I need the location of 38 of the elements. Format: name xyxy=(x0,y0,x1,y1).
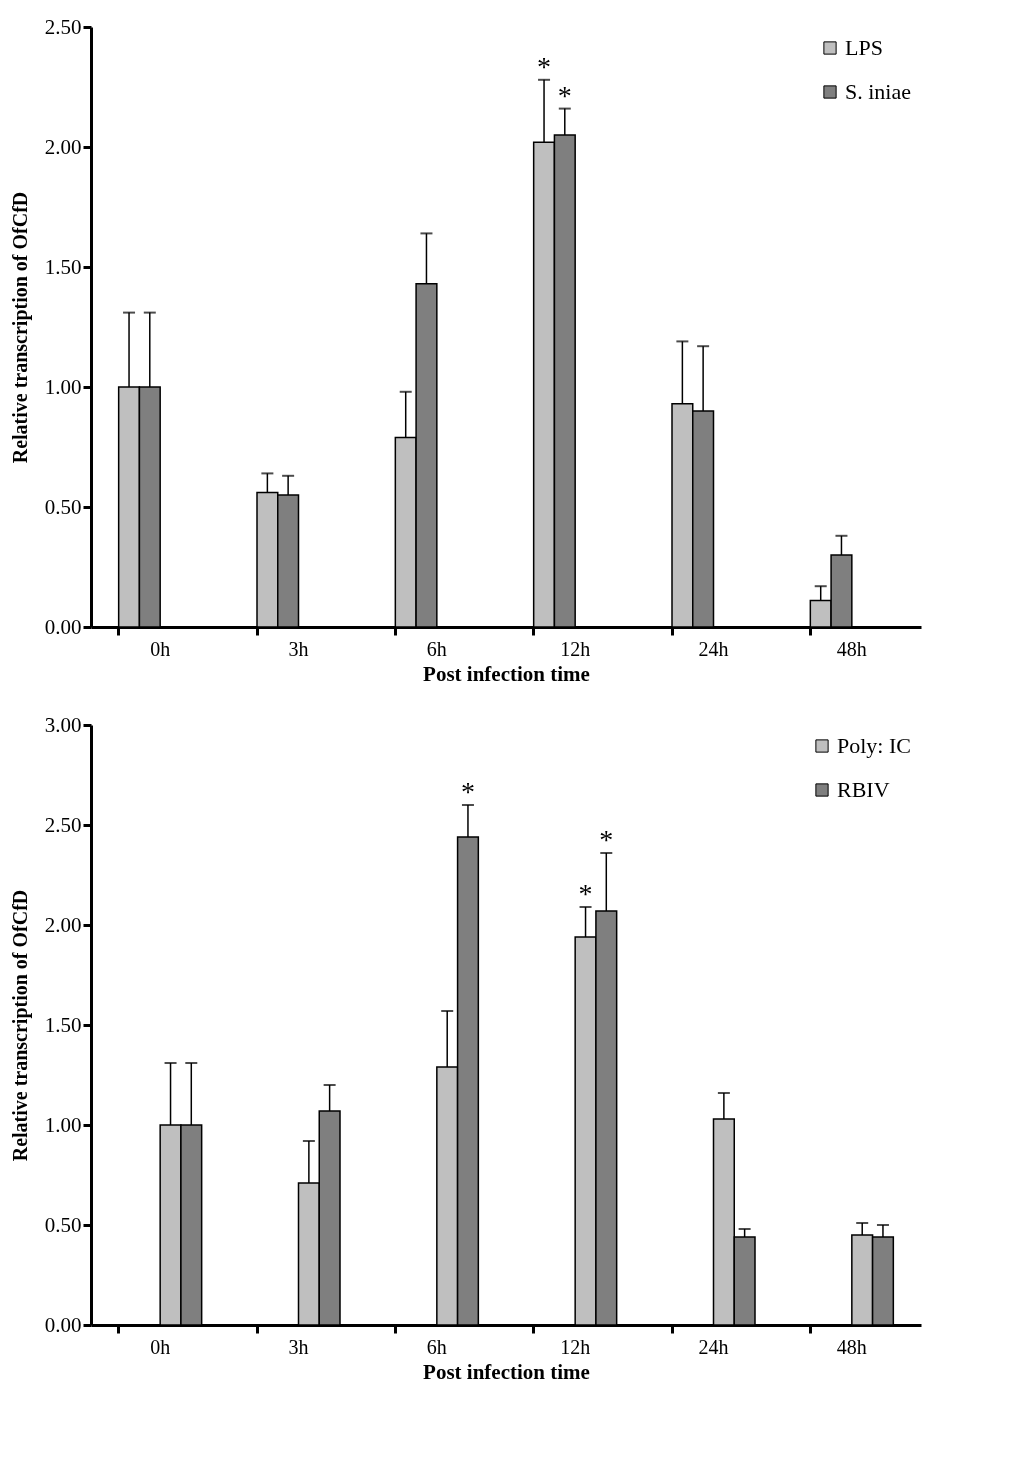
x-tick-label: 0h xyxy=(150,1335,171,1358)
y-tick-label: 0.00 xyxy=(44,1312,82,1337)
x-tick-label: 24h xyxy=(698,637,729,660)
y-axis-title: Relative transcription of OfCfD xyxy=(8,889,32,1162)
legend-label: RBIV xyxy=(837,777,890,802)
y-tick-label: 2.50 xyxy=(44,14,82,39)
legend-label: Poly: IC xyxy=(837,733,911,758)
data-label: * xyxy=(460,776,475,807)
y-tick-label: 0.50 xyxy=(44,1212,82,1237)
data-label: * xyxy=(578,878,593,909)
y-tick-label: 0.50 xyxy=(44,494,82,519)
y-tick-label: 1.50 xyxy=(44,1012,82,1037)
y-tick-label: 1.00 xyxy=(44,374,82,399)
x-tick-label: 48h xyxy=(836,1335,867,1358)
y-tick-label: 1.00 xyxy=(44,1112,82,1137)
y-tick-label: 2.00 xyxy=(44,134,82,159)
x-tick-label: 48h xyxy=(836,637,867,660)
x-tick-label: 12h xyxy=(560,1335,591,1358)
y-tick-label: 2.00 xyxy=(44,912,82,937)
x-tick-label: 12h xyxy=(560,637,591,660)
x-tick-label: 3h xyxy=(288,637,309,660)
x-tick-label: 6h xyxy=(426,1335,447,1358)
data-label: * xyxy=(557,79,572,111)
x-axis-title: Post infection time xyxy=(423,1359,590,1384)
y-tick-label: 1.50 xyxy=(44,254,82,279)
y-axis-title: Relative transcription of OfCfD xyxy=(8,191,32,464)
y-tick-label: 2.50 xyxy=(44,812,82,837)
x-tick-label: 6h xyxy=(426,637,447,660)
x-tick-label: 0h xyxy=(150,637,171,660)
x-tick-label: 24h xyxy=(698,1335,729,1358)
legend-label: S. iniae xyxy=(845,79,911,104)
data-label: * xyxy=(599,824,614,855)
x-axis-title: Post infection time xyxy=(423,661,590,686)
legend-label: LPS xyxy=(845,35,883,60)
x-tick-label: 3h xyxy=(288,1335,309,1358)
y-tick-label: 3.00 xyxy=(44,712,82,737)
data-label: * xyxy=(537,50,552,82)
y-tick-label: 0.00 xyxy=(44,614,82,639)
